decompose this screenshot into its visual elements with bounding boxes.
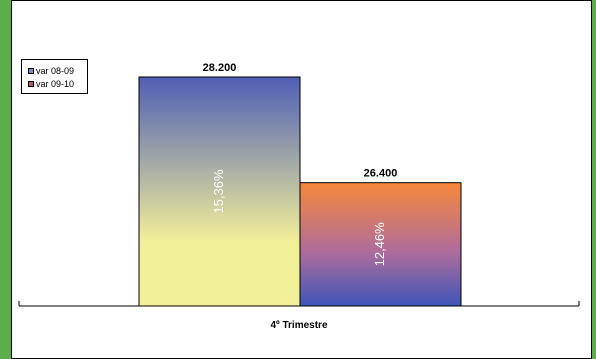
x-category-label: 4º Trimestre — [270, 320, 327, 331]
legend: var 08-09 var 09-10 — [21, 59, 88, 94]
legend-label-series-1: var 08-09 — [36, 65, 75, 76]
legend-label-series-2: var 09-10 — [36, 78, 75, 89]
legend-item-series-1: var 08-09 — [28, 64, 87, 77]
legend-swatch-series-2 — [28, 80, 34, 87]
bar-series-1 — [138, 76, 301, 307]
value-label-series-1: 28.200 — [203, 62, 237, 74]
legend-swatch-series-1 — [28, 67, 34, 74]
left-border-strip — [0, 0, 11, 359]
value-label-series-2: 26.400 — [364, 168, 398, 180]
percent-label-series-2: 12,46% — [372, 222, 387, 267]
percent-label-series-1: 15,36% — [211, 169, 226, 214]
right-border-strip — [592, 0, 596, 359]
legend-item-series-2: var 09-10 — [28, 77, 87, 90]
